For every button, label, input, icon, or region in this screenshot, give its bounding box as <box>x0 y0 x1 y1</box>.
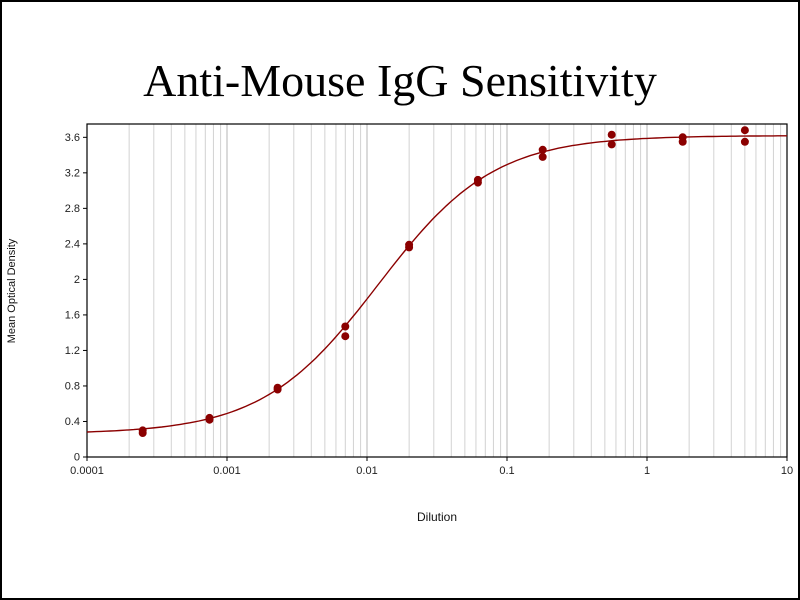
y-tick-label: 1.6 <box>65 309 80 321</box>
data-point <box>138 426 147 435</box>
data-point <box>473 175 482 184</box>
data-point <box>205 413 214 422</box>
x-tick-label: 1 <box>644 465 650 477</box>
y-axis-ticks: 0 0.4 0.8 1.2 1.6 2 2.4 2.8 3.2 3.6 <box>65 132 87 464</box>
x-tick-label: 10 <box>781 465 793 477</box>
y-axis-label: Mean Optical Density <box>6 238 18 344</box>
x-tick-label: 0.01 <box>356 465 377 477</box>
x-axis-ticks: 0.0001 0.001 0.01 0.1 1 10 <box>70 457 793 477</box>
data-point <box>607 130 616 139</box>
gridlines <box>86 124 782 457</box>
data-point <box>678 133 687 142</box>
data-point <box>341 332 350 341</box>
chart-title: Anti-Mouse IgG Sensitivity <box>143 55 657 106</box>
y-tick-label: 2.4 <box>65 238 80 250</box>
data-point <box>273 383 282 392</box>
plot-border <box>86 123 788 458</box>
data-points <box>138 126 749 437</box>
y-tick-label: 0.8 <box>65 380 80 392</box>
fit-curve <box>86 135 787 433</box>
y-tick-label: 0.4 <box>65 416 80 428</box>
y-tick-label: 1.2 <box>65 345 80 357</box>
y-tick-label: 2.8 <box>65 203 80 215</box>
y-tick-label: 0 <box>74 452 80 464</box>
data-point <box>538 145 547 154</box>
data-point <box>405 240 414 249</box>
x-tick-label: 0.1 <box>499 465 514 477</box>
data-point <box>607 140 616 149</box>
y-tick-label: 3.6 <box>65 132 80 144</box>
data-point <box>341 322 350 331</box>
data-point <box>740 126 749 135</box>
y-tick-label: 2 <box>74 274 80 286</box>
x-tick-label: 0.001 <box>213 465 241 477</box>
x-tick-label: 0.0001 <box>70 465 104 477</box>
y-tick-label: 3.2 <box>65 167 80 179</box>
data-point <box>538 152 547 161</box>
x-axis-label: Dilution <box>416 510 458 524</box>
data-point <box>740 137 749 146</box>
